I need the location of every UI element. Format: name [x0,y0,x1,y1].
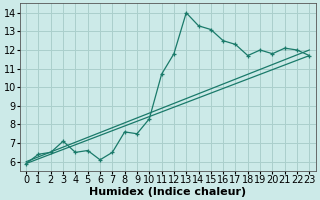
X-axis label: Humidex (Indice chaleur): Humidex (Indice chaleur) [89,187,246,197]
